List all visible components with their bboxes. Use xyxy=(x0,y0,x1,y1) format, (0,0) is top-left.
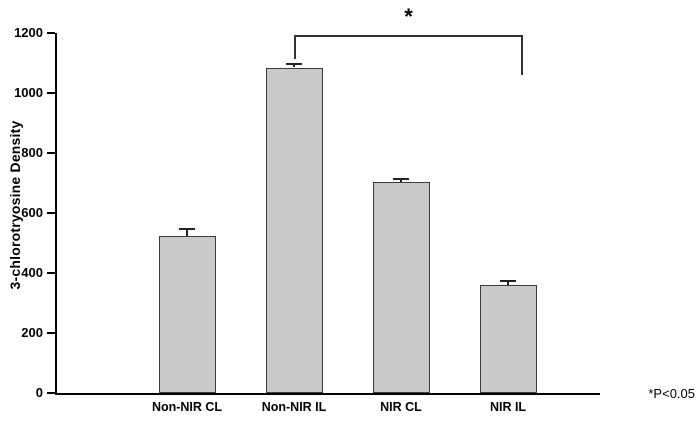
y-tick-label: 400 xyxy=(21,265,43,280)
error-bar-cap xyxy=(286,63,302,66)
y-tick-label: 200 xyxy=(21,325,43,340)
y-axis-tick xyxy=(47,32,55,34)
y-axis-tick xyxy=(47,212,55,214)
y-axis-tick xyxy=(47,152,55,154)
x-tick-label: Non-NIR CL xyxy=(151,400,223,414)
y-axis-tick xyxy=(47,92,55,94)
y-tick-label: 0 xyxy=(35,385,43,400)
y-axis-tick xyxy=(47,392,55,394)
error-bar-cap xyxy=(393,177,409,180)
x-tick-label: Non-NIR IL xyxy=(261,400,327,414)
bar xyxy=(372,181,430,393)
sig-star: * xyxy=(404,4,413,29)
error-bar-line xyxy=(400,179,402,182)
error-bar-cap xyxy=(500,280,516,282)
x-tick-label: NIR IL xyxy=(489,400,527,414)
y-tick-label: 1200 xyxy=(14,25,43,40)
bar xyxy=(479,285,537,393)
p-value-note: *P<0.05 xyxy=(648,386,695,401)
error-bar-cap xyxy=(179,227,195,230)
x-tick-label: NIR CL xyxy=(380,400,422,414)
y-tick-label: 800 xyxy=(21,145,43,160)
error-bar-line xyxy=(293,65,295,68)
plot-area: 0 200 400 600 800 1000 1200 Non-NIR CL Non-NIR I… xyxy=(14,6,600,414)
sig-bracket-line xyxy=(294,35,523,37)
sig-bracket-right-leg xyxy=(521,35,523,75)
y-tick-label: 1000 xyxy=(14,85,43,100)
sig-bracket-left-leg xyxy=(294,35,296,59)
y-axis-tick xyxy=(47,332,55,334)
y-tick-label: 600 xyxy=(21,205,43,220)
bar xyxy=(158,235,216,393)
error-bar-line xyxy=(507,282,509,285)
y-axis-tick xyxy=(47,272,55,274)
bar xyxy=(265,67,323,393)
error-bar-line xyxy=(186,229,188,236)
